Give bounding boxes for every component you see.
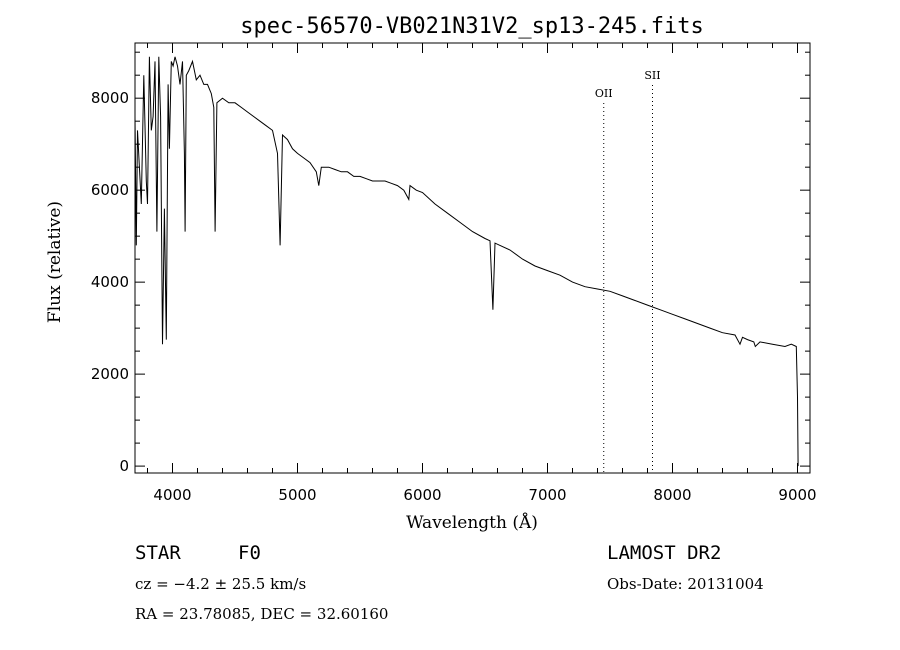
plot-frame: [134, 42, 811, 474]
x-axis-label: Wavelength (Å): [406, 512, 538, 533]
redshift-text: cz = −4.2 ± 25.5 km/s: [135, 575, 306, 593]
x-tick-label: 9000: [778, 486, 816, 504]
object-subclass: F0: [238, 542, 261, 564]
y-tick-label: 0: [119, 457, 129, 475]
plot-border: [134, 42, 811, 474]
x-tick-label: 4000: [153, 486, 191, 504]
y-tick-label: 8000: [91, 89, 129, 107]
x-tick-label: 7000: [528, 486, 566, 504]
spectrum-series-line: [134, 56, 799, 467]
y-tick-label: 4000: [91, 273, 129, 291]
chart-title: spec-56570-VB021N31V2_sp13-245.fits: [240, 14, 704, 39]
y-tick-labels: 0 2000 4000 6000 8000: [91, 89, 129, 475]
emission-line-label: OII: [595, 87, 613, 100]
x-tick-label: 8000: [653, 486, 691, 504]
object-class: STAR: [135, 542, 181, 564]
emission-line-label: SII: [644, 69, 660, 82]
info-panel: STAR F0 LAMOST DR2 cz = −4.2 ± 25.5 km/s…: [135, 542, 764, 623]
obs-date-text: Obs-Date: 20131004: [607, 575, 764, 593]
coords-text: RA = 23.78085, DEC = 32.60160: [135, 605, 388, 623]
axis-ticks: [135, 43, 810, 473]
y-axis-label: Flux (relative): [45, 201, 65, 323]
annotation-lines: OII SII: [595, 69, 661, 473]
x-tick-label: 6000: [403, 486, 441, 504]
survey-name: LAMOST DR2: [607, 542, 721, 564]
x-tick-label: 5000: [278, 486, 316, 504]
y-tick-label: 2000: [91, 365, 129, 383]
y-tick-label: 6000: [91, 181, 129, 199]
x-tick-labels: 4000 5000 6000 7000 8000 9000: [153, 486, 816, 504]
